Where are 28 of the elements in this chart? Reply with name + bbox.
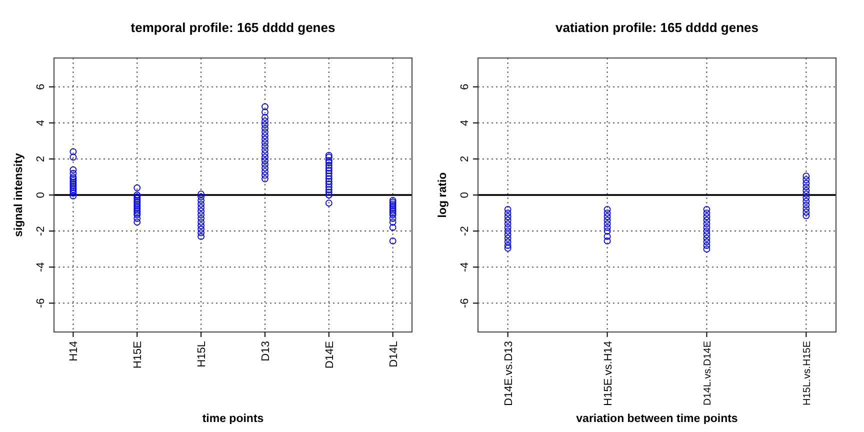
chart-title: vatiation profile: 165 dddd genes [556, 20, 758, 35]
x-tick-label: H15E.vs.H14 [602, 341, 614, 406]
y-tick-label: -2 [35, 226, 47, 236]
chart-title: temporal profile: 165 dddd genes [130, 20, 336, 35]
y-axis-title: signal intensity [13, 152, 25, 237]
y-tick-label: -4 [35, 262, 47, 272]
x-tick-label: D13 [260, 341, 272, 362]
y-tick-label: -6 [459, 298, 471, 308]
y-axis-title: log ratio [437, 172, 449, 218]
x-tick-label: H15L.vs.H15E [802, 340, 814, 406]
y-tick-label: 2 [459, 156, 471, 162]
y-tick-label: 0 [459, 192, 471, 198]
y-tick-label: 4 [459, 120, 471, 126]
x-tick-label: D14E.vs.D13 [502, 341, 515, 406]
x-tick-label: H15L [196, 341, 208, 368]
y-tick-label: 6 [35, 84, 47, 90]
x-tick-label: H15E [132, 341, 144, 369]
y-tick-label: -4 [459, 262, 471, 272]
y-tick-label: 0 [35, 192, 47, 198]
x-tick-label: D14E [324, 341, 336, 369]
y-tick-label: 6 [459, 84, 471, 90]
y-tick-label: -6 [35, 298, 47, 308]
y-tick-label: 4 [35, 120, 47, 126]
x-tick-label: D14L [388, 341, 400, 368]
x-tick-label: D14L.vs.D14E [702, 340, 714, 406]
y-tick-label: 2 [35, 156, 47, 162]
x-tick-label: H14 [68, 341, 80, 362]
y-tick-label: -2 [459, 226, 471, 236]
